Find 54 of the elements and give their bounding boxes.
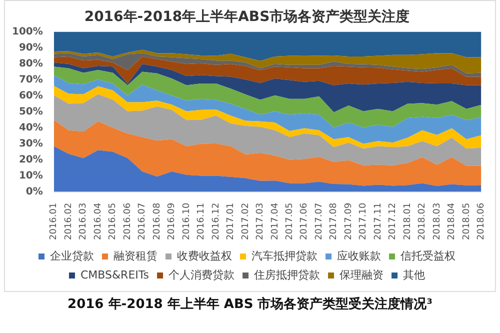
legend-label: 保理融资 xyxy=(340,268,384,282)
text: 2016 年-2018 年上半年 ABS 市场各资产类型受关注度情况³ xyxy=(66,296,434,313)
x-tick-label: 2016.08 xyxy=(152,202,162,240)
y-tick-label: 100% xyxy=(12,26,43,38)
chart-title: 2016年-2018年上半年ABS市场各资产类型关注度 xyxy=(84,8,410,26)
x-tick-label: 2017.08 xyxy=(329,202,340,240)
x-tick-label: 2016.03 xyxy=(78,202,89,240)
x-tick-label: 2016.10 xyxy=(182,202,192,240)
x-tick-label: 2018.05 xyxy=(462,202,472,240)
x-tick-label: 2018.01 xyxy=(402,202,413,240)
x-tick-label: 2017.09 xyxy=(344,202,354,240)
x-tick-label: 2017.05 xyxy=(284,202,295,240)
y-tick-label: 50% xyxy=(18,106,43,118)
legend-label: 收费收益权 xyxy=(177,249,232,262)
y-tick-label: 70% xyxy=(18,74,43,86)
x-tick-label: 2016.12 xyxy=(211,202,222,240)
x-tick-label: 2017.11 xyxy=(373,202,384,240)
x-tick-label: 2017.04 xyxy=(270,202,280,240)
y-tick-label: 60% xyxy=(18,90,43,102)
x-tick-label: 2017.01 xyxy=(226,202,236,240)
legend-label: 应收账款 xyxy=(337,249,381,262)
x-tick-label: 2016.07 xyxy=(138,202,148,240)
x-tick-label: 2018.02 xyxy=(418,202,428,240)
y-tick-label: 40% xyxy=(18,122,43,134)
y-tick-label: 30% xyxy=(18,138,43,150)
x-tick-label: 2017.12 xyxy=(388,202,398,240)
y-tick-label: 80% xyxy=(18,58,43,70)
x-tick-label: 2017.07 xyxy=(314,202,324,240)
x-tick-label: 2018.03 xyxy=(432,202,442,240)
y-tick-label: 20% xyxy=(18,154,43,166)
x-tick-label: 2016.06 xyxy=(122,202,133,240)
x-tick-label: 2017.10 xyxy=(358,202,369,240)
y-tick-label: 90% xyxy=(18,42,43,54)
legend-label: 住房抵押贷款 xyxy=(254,268,320,282)
x-tick-label: 2017.03 xyxy=(256,202,266,240)
x-tick-label: 2016.09 xyxy=(167,202,178,240)
legend-label: 汽车抵押贷款 xyxy=(252,249,318,262)
x-tick-label: 2016.11 xyxy=(196,202,207,240)
x-tick-label: 2016.05 xyxy=(108,202,118,240)
legend-label: CMBS&REITs xyxy=(80,268,150,282)
x-tick-label: 2018.06 xyxy=(476,202,487,240)
x-tick-label: 2016.02 xyxy=(64,202,74,240)
x-tick-label: 2017.06 xyxy=(300,202,310,240)
legend-label: 个人消费贷款 xyxy=(168,268,235,282)
x-tick-label: 2017.02 xyxy=(240,202,251,240)
legend-label: 信托受益权 xyxy=(400,249,456,262)
x-tick-label: 2016.01 xyxy=(49,202,60,240)
y-tick-label: 0% xyxy=(26,186,43,198)
y-tick-label: 10% xyxy=(18,170,43,182)
x-tick-label: 2018.04 xyxy=(447,202,458,240)
legend-label: 其他 xyxy=(403,268,426,282)
x-tick-label: 2016.04 xyxy=(93,202,104,240)
legend-label: 企业贷款 xyxy=(50,249,94,262)
legend-label: 融资租赁 xyxy=(114,249,158,262)
